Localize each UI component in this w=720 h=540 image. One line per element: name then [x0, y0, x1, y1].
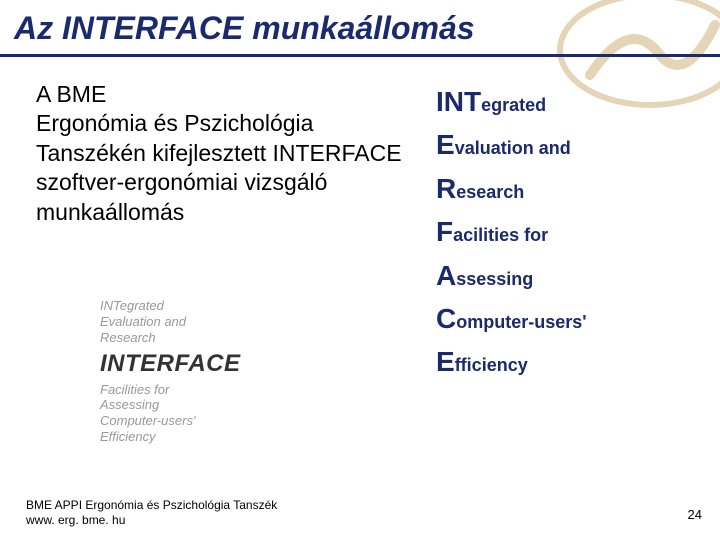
slide-title: Az INTERFACE munkaállomás [14, 10, 475, 47]
description-text: A BMEErgonómia és Pszichológia Tanszékén… [36, 80, 406, 227]
page-number: 24 [688, 507, 702, 522]
interface-word: INTERFACE [100, 350, 241, 378]
footer-line-1: BME APPI Ergonómia és Pszichológia Tansz… [26, 498, 277, 513]
acronym-line: Efficiency [436, 340, 686, 383]
right-column: INTegratedEvaluation andResearchFaciliti… [436, 80, 686, 384]
title-underline [0, 54, 720, 57]
interface-logo-block: INTegratedEvaluation andResearch INTERFA… [100, 298, 241, 445]
acronym-line: INTegrated [436, 80, 686, 123]
interface-bottom-lines: Facilities forAssessingComputer-users'Ef… [100, 382, 241, 445]
acronym-line: Computer-users' [436, 297, 686, 340]
footer: BME APPI Ergonómia és Pszichológia Tansz… [26, 498, 277, 528]
acronym-line: Assessing [436, 254, 686, 297]
acronym-line: Evaluation and [436, 123, 686, 166]
interface-top-lines: INTegratedEvaluation andResearch [100, 298, 241, 346]
acronym-line: Facilities for [436, 210, 686, 253]
footer-line-2: www. erg. bme. hu [26, 513, 277, 528]
acronym-line: Research [436, 167, 686, 210]
